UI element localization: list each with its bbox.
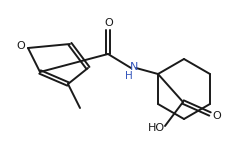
Text: HO: HO (147, 123, 164, 133)
Text: O: O (105, 18, 113, 28)
Text: H: H (125, 71, 133, 81)
Text: N: N (130, 62, 138, 72)
Text: O: O (17, 41, 25, 51)
Text: O: O (213, 111, 221, 121)
